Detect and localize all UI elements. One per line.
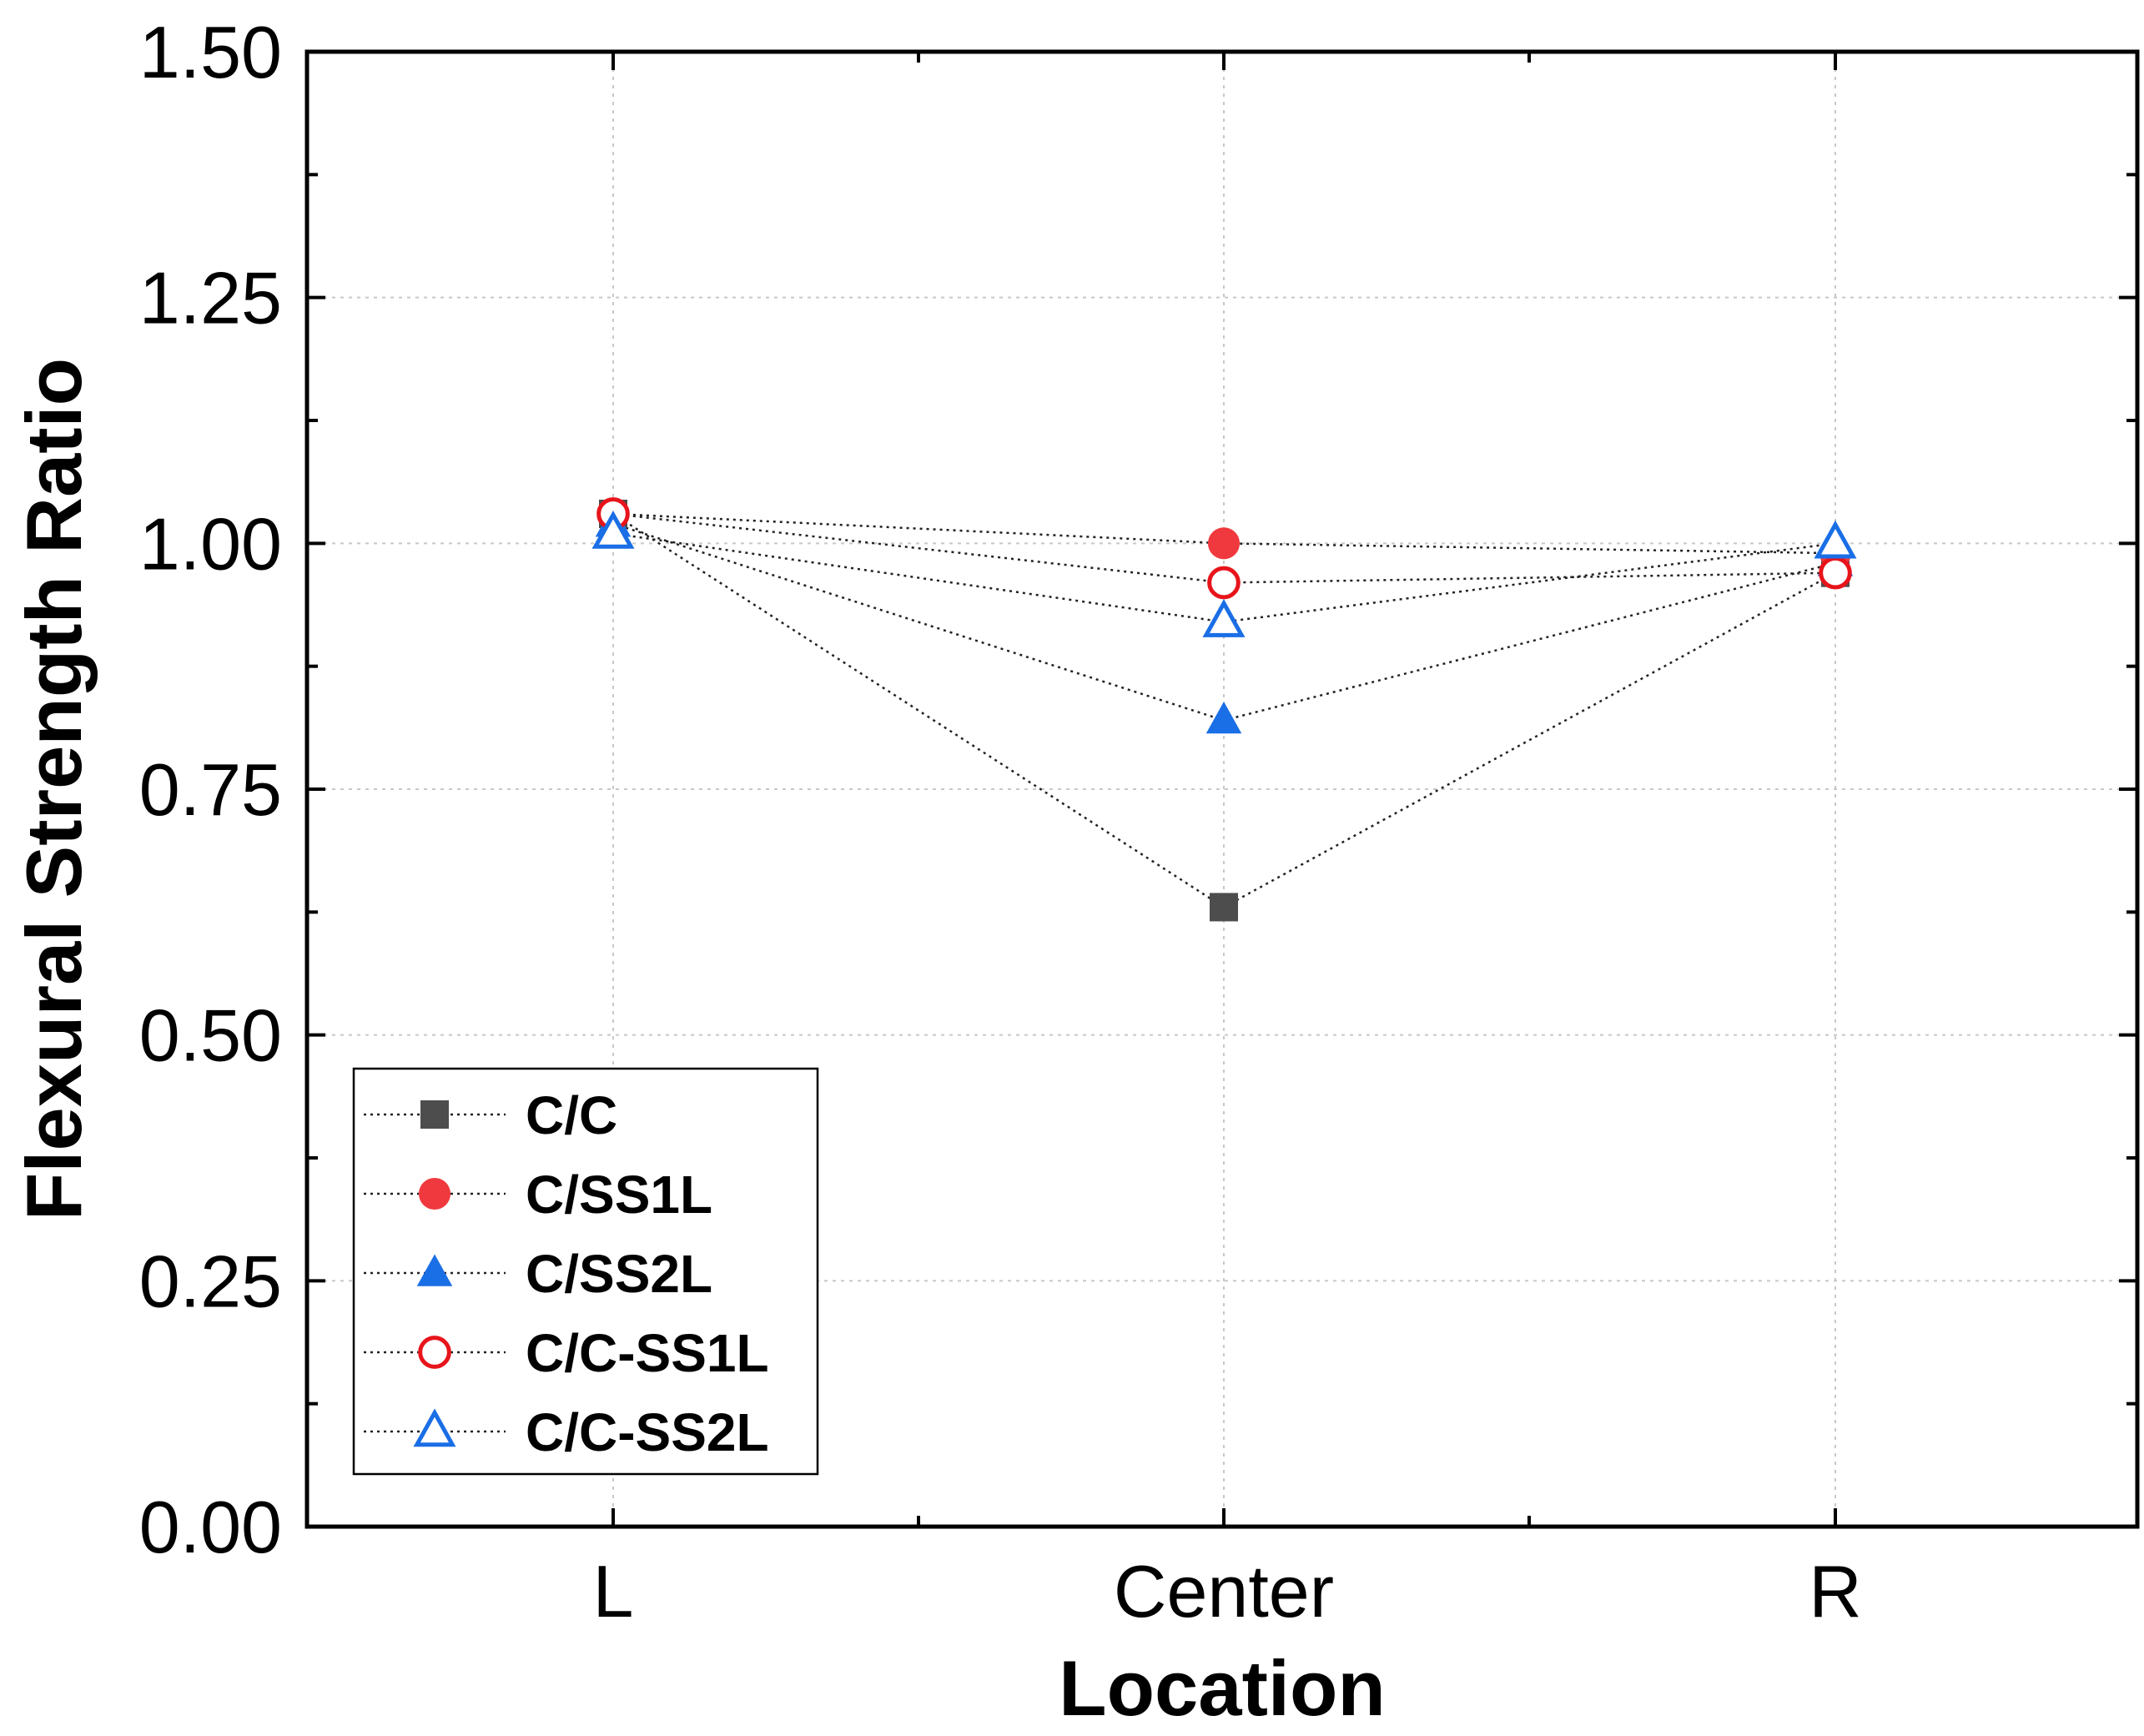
legend-marker <box>418 1177 451 1210</box>
y-axis-title: Flexural Strength Ratio <box>10 358 98 1220</box>
legend: C/C C/SS1L C/SS2L C/C-SS1L C/C-SS2L <box>352 1067 819 1476</box>
legend-marker <box>413 1408 456 1447</box>
data-point-series-3 <box>1205 702 1242 734</box>
data-point-series-2 <box>1207 527 1241 560</box>
legend-label: C/SS1L <box>526 1165 712 1225</box>
y-tick-labels: 0.00 0.25 0.50 0.75 1.00 1.25 1.50 <box>139 11 282 1568</box>
y-tick-label: 0.00 <box>139 1486 282 1568</box>
axis-ticks <box>307 50 2137 1528</box>
data-point-series-5 <box>591 510 635 549</box>
y-tick-label: 0.50 <box>139 994 282 1077</box>
legend-label: C/C-SS2L <box>526 1402 769 1462</box>
y-tick-label: 1.25 <box>139 257 282 340</box>
legend-item: C/SS2L <box>364 1244 712 1304</box>
legend-label: C/C <box>526 1085 617 1145</box>
x-tick-label: L <box>593 1550 634 1633</box>
y-tick-label: 0.25 <box>139 1240 282 1322</box>
x-axis-title: Location <box>1059 1644 1386 1732</box>
y-tick-label: 1.50 <box>139 11 282 93</box>
legend-item: C/C-SS1L <box>364 1323 769 1383</box>
data-markers <box>591 497 1857 922</box>
data-point-series-5 <box>1814 520 1857 559</box>
x-tick-labels: L Center R <box>593 1550 1862 1633</box>
legend-item: C/C <box>364 1085 617 1145</box>
legend-label: C/SS2L <box>526 1244 712 1304</box>
data-point-series-4 <box>1207 566 1241 600</box>
y-tick-label: 0.75 <box>139 748 282 831</box>
series-line-1 <box>612 512 1836 908</box>
data-point-series-1 <box>1210 893 1238 922</box>
data-point-series-5 <box>1202 599 1246 637</box>
legend-marker <box>420 1100 449 1129</box>
series-line-5 <box>612 532 1836 623</box>
data-point-series-4 <box>1819 556 1852 590</box>
legend-item: C/C-SS2L <box>364 1402 769 1462</box>
x-tick-label: R <box>1809 1550 1862 1633</box>
y-tick-label: 1.00 <box>139 502 282 585</box>
legend-marker <box>418 1336 451 1369</box>
legend-marker <box>416 1254 453 1286</box>
legend-label: C/C-SS1L <box>526 1323 769 1383</box>
legend-item: C/SS1L <box>364 1165 712 1225</box>
x-tick-label: Center <box>1114 1550 1334 1633</box>
